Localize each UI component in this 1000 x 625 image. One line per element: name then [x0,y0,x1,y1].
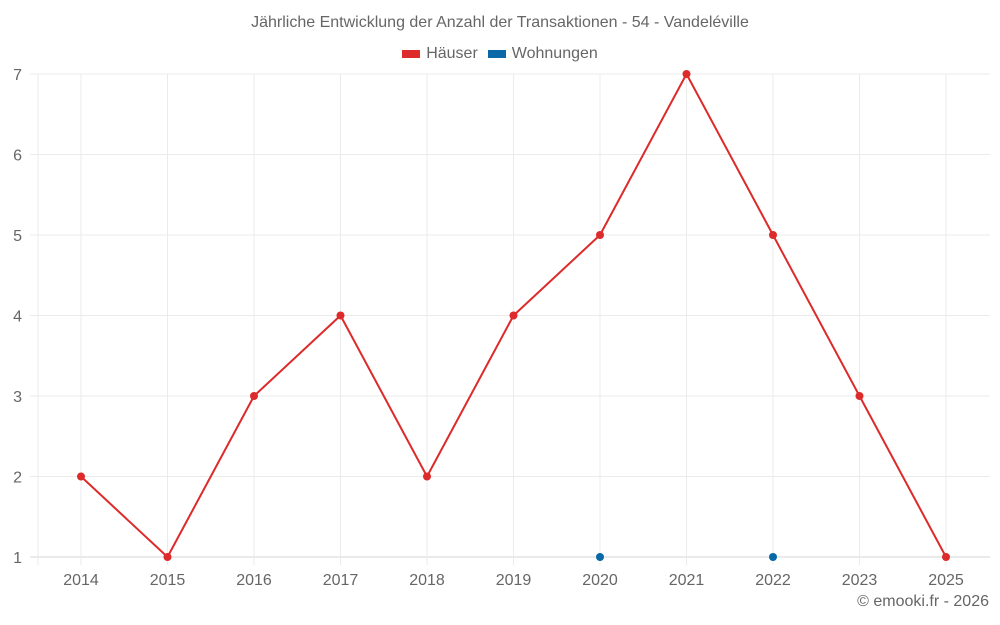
copyright-credit: © emooki.fr - 2026 [857,593,989,610]
legend-item-wohnungen[interactable]: Wohnungen [487,45,598,63]
x-tick-label: 2015 [150,572,186,589]
legend-label-haeuser: Häuser [426,45,478,62]
data-point-marker[interactable] [77,472,85,481]
y-tick-label: 1 [13,550,22,567]
data-point-marker[interactable] [509,311,518,320]
x-tick-label: 2017 [323,572,359,589]
data-point-marker[interactable] [596,231,604,239]
data-series [77,70,950,561]
x-tick-label: 2018 [409,572,445,589]
data-point-marker[interactable] [250,392,258,400]
series-häuser [77,70,950,561]
legend-swatch-haeuser-icon [402,50,421,58]
chart-legend: Häuser Wohnungen [0,45,1000,63]
x-tick-label: 2022 [755,572,791,589]
data-point-marker[interactable] [596,553,604,561]
x-tick-label: 2020 [582,572,618,589]
data-point-marker[interactable] [163,553,172,561]
y-tick-label: 4 [13,309,22,326]
x-tick-label: 2021 [669,572,705,589]
data-point-marker[interactable] [769,231,777,239]
data-point-marker[interactable] [769,553,777,561]
data-point-marker[interactable] [336,311,345,320]
data-point-marker[interactable] [855,392,864,400]
data-point-marker[interactable] [423,472,431,481]
data-point-marker[interactable] [682,70,691,78]
x-axis: 2014 2015 2016 2017 2018 2019 2020 2021 2022 2023… [63,572,964,589]
y-tick-label: 3 [13,389,22,406]
legend-swatch-wohnungen-icon [487,50,506,58]
x-tick-label: 2025 [928,572,964,589]
x-tick-label: 2023 [842,572,878,589]
grid-lines [30,73,990,565]
y-tick-label: 2 [13,470,22,487]
x-tick-label: 2016 [236,572,272,589]
y-tick-label: 7 [13,67,22,84]
y-tick-label: 6 [13,148,22,165]
data-point-marker[interactable] [942,553,950,561]
chart-title: Jährliche Entwicklung der Anzahl der Tra… [251,14,749,31]
x-tick-label: 2019 [496,572,532,589]
y-tick-label: 5 [13,228,22,245]
legend-label-wohnungen: Wohnungen [511,45,598,62]
y-axis: 1 2 3 4 5 6 7 [13,67,22,567]
series-wohnungen [596,553,777,561]
x-tick-label: 2014 [63,572,99,589]
legend-item-haeuser[interactable]: Häuser [402,45,478,63]
